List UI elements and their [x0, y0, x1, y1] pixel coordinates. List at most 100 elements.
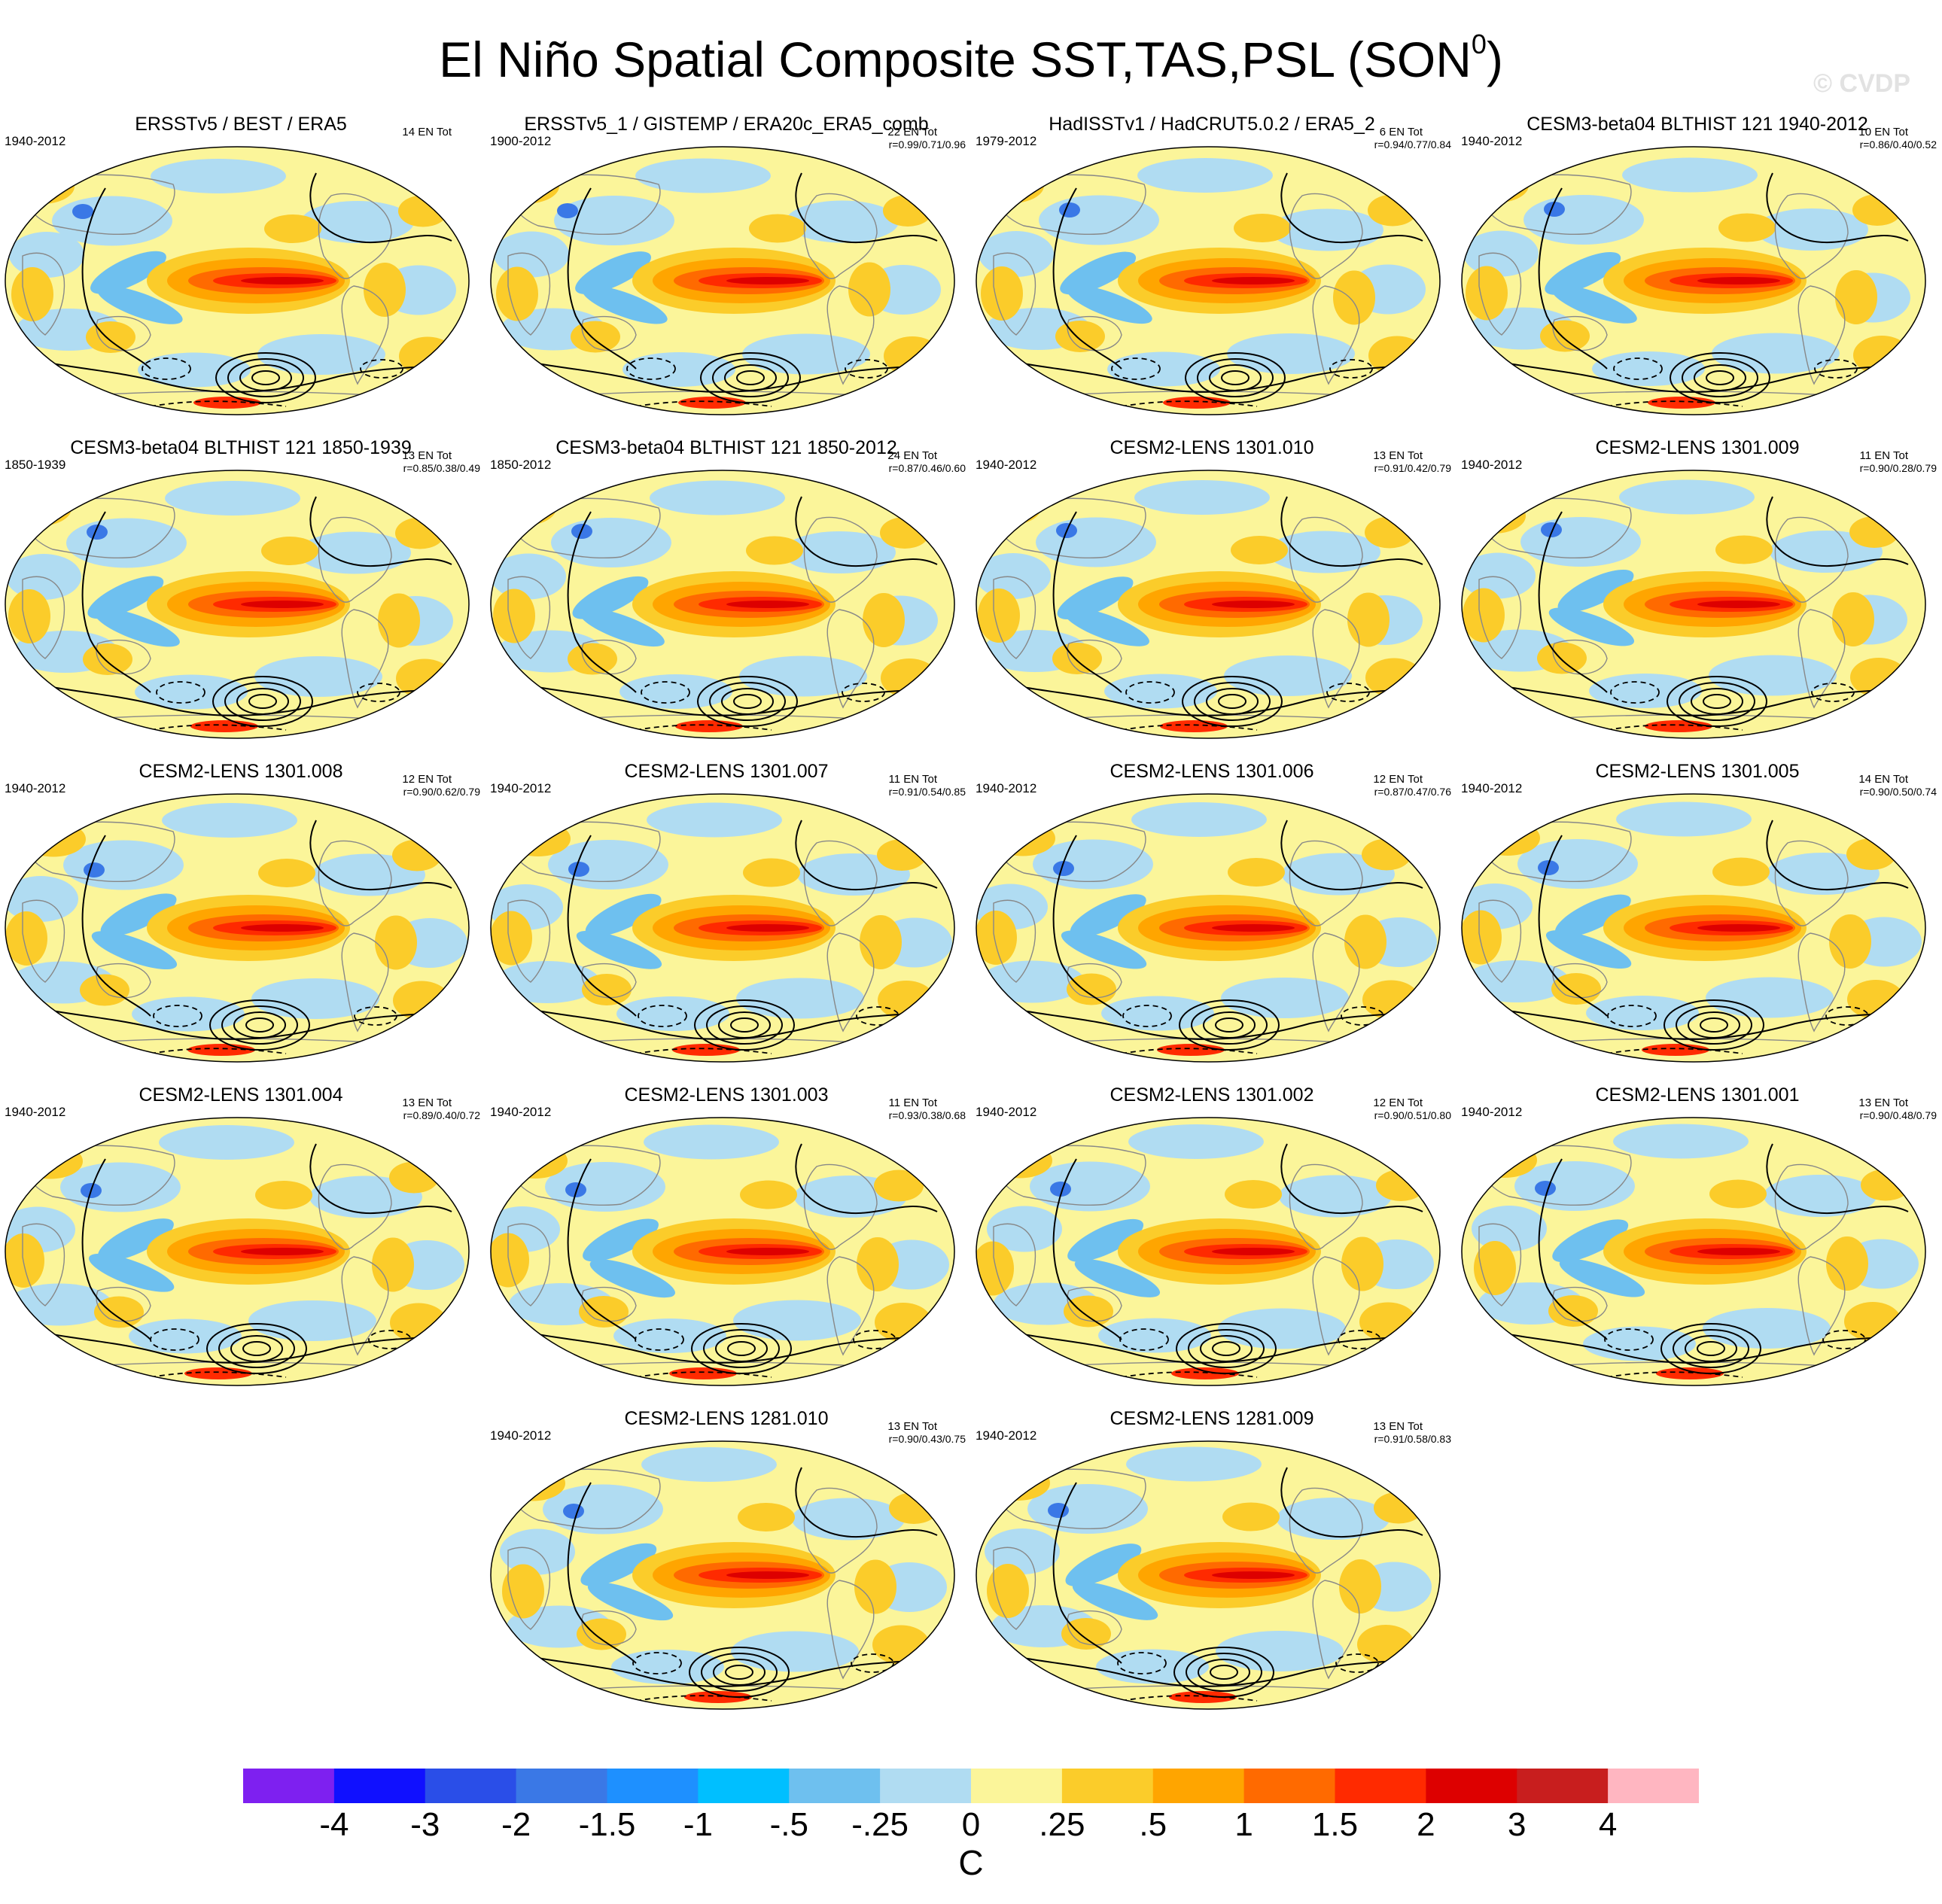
pressure-contour: [1052, 1482, 1122, 1664]
pressure-contour: [1206, 688, 1259, 715]
south-america-outline: [341, 285, 389, 385]
south-america-outline: [826, 285, 875, 385]
australia-outline: [96, 963, 151, 999]
cool-anomaly-region: [1036, 517, 1156, 567]
warm-anomaly-region: [389, 1161, 439, 1194]
sst-anomaly-map: [5, 1117, 470, 1386]
warm-anomaly-region: [495, 168, 559, 204]
cool-anomaly-core: [1048, 1503, 1069, 1518]
warm-anomaly-region: [5, 911, 47, 966]
cool-anomaly-region: [66, 518, 187, 568]
eurasia-outline: [993, 497, 1146, 559]
panel-years: 1940-2012: [1461, 134, 1523, 148]
pressure-contour-negative: [1606, 1371, 1743, 1378]
el-nino-tongue: [1697, 601, 1780, 608]
pressure-contour: [242, 1341, 271, 1356]
pressure-contour: [795, 820, 938, 891]
warm-anomaly-region: [976, 911, 1017, 965]
north-america-outline: [1774, 193, 1849, 279]
pressure-contour: [725, 1665, 753, 1680]
pressure-contour: [218, 1329, 295, 1368]
pressure-contour: [1198, 1659, 1250, 1686]
pressure-contour: [7, 1000, 469, 1040]
cool-anomaly-region: [60, 1162, 181, 1212]
south-america-outline: [1797, 1256, 1846, 1356]
pressure-contour: [795, 1143, 938, 1215]
australia-outline: [1552, 963, 1608, 999]
pressure-contour: [1766, 1143, 1909, 1215]
warm-anomaly-region: [375, 915, 417, 970]
colorbar-swatch: [425, 1769, 517, 1803]
australia-outline: [1067, 315, 1122, 351]
cool-anomaly-region: [1271, 208, 1383, 251]
africa-outline: [22, 1223, 65, 1306]
warm-anomaly-core: [1648, 397, 1715, 409]
cool-anomaly-region: [650, 480, 785, 516]
pressure-contour: [795, 172, 938, 244]
panel-pattern-correlation: r=0.90/0.28/0.79: [1859, 462, 1937, 474]
warm-anomaly-region: [1472, 1142, 1537, 1178]
south-america-outline: [1797, 932, 1846, 1033]
cool-anomaly-region: [1622, 157, 1758, 193]
south-america-outline: [826, 609, 875, 709]
panel-event-count: 11 EN Tot: [888, 773, 937, 786]
panel-years: 1940-2012: [1461, 1105, 1523, 1119]
pressure-contour-negative: [1111, 357, 1161, 380]
warm-anomaly-region: [991, 820, 1055, 856]
sst-anomaly-map: [1461, 793, 1926, 1063]
pressure-contour-negative: [1335, 1653, 1379, 1673]
warm-anomaly-region: [1463, 588, 1505, 643]
warm-anomaly-region: [1064, 1295, 1113, 1328]
warm-anomaly-region: [577, 1618, 626, 1650]
el-nino-tongue: [726, 277, 809, 284]
map-border: [490, 1440, 955, 1710]
pressure-contour: [251, 370, 280, 385]
colorbar-tick-label: -1: [683, 1806, 713, 1843]
panel-pattern-correlation: r=0.89/0.40/0.72: [403, 1109, 480, 1121]
warm-anomaly-region: [1718, 213, 1776, 242]
cool-anomaly-region: [733, 1300, 861, 1341]
eurasia-outline: [993, 174, 1146, 236]
warm-anomaly-region: [18, 1143, 83, 1179]
warm-anomaly-region: [1061, 1618, 1111, 1650]
warm-anomaly-region: [502, 1564, 544, 1619]
pressure-contour: [978, 1647, 1440, 1687]
cool-anomaly-region: [1126, 1446, 1262, 1482]
pressure-contour: [227, 358, 304, 397]
warm-anomaly-region: [976, 490, 1041, 525]
africa-outline: [993, 252, 1036, 336]
cool-anomaly-core: [1067, 1218, 1144, 1262]
warm-anomaly-region: [1344, 914, 1386, 969]
pressure-contour: [1676, 1005, 1752, 1045]
australia-outline: [1552, 639, 1608, 675]
sst-anomaly-map: [5, 470, 470, 739]
pressure-contour: [1194, 682, 1271, 721]
map-panel: CESM2-LENS 1301.005 1940-2012 14 EN Tot r=0…: [1456, 760, 1938, 1069]
figure-title: El Niño Spatial Composite SST,TAS,PSL (S…: [0, 17, 1942, 93]
map-border: [976, 146, 1441, 415]
warm-anomaly-region: [258, 859, 315, 887]
pressure-contour: [1706, 370, 1734, 385]
australia-outline: [96, 1286, 151, 1322]
warm-anomaly-region: [491, 911, 532, 966]
map-border: [1461, 1117, 1926, 1386]
cool-anomaly-region: [976, 553, 1051, 599]
pressure-contour: [1212, 1341, 1240, 1356]
cool-anomaly-region: [619, 674, 732, 709]
colorbar-tick-label: -1.5: [578, 1806, 636, 1843]
cool-anomaly-region: [1616, 801, 1752, 837]
panel-title: CESM2-LENS 1301.004: [138, 1084, 343, 1106]
warm-anomaly-region: [264, 214, 321, 243]
cool-anomaly-region: [129, 1319, 242, 1354]
eurasia-outline: [507, 174, 661, 236]
eurasia-outline: [507, 1468, 661, 1530]
warm-anomaly-core: [1163, 397, 1231, 409]
pressure-contour: [733, 694, 762, 709]
cool-anomaly-region: [1096, 1649, 1209, 1684]
warm-anomaly-region: [1222, 1502, 1280, 1531]
pressure-contour: [1682, 358, 1758, 397]
pressure-contour: [691, 1323, 792, 1374]
el-nino-tongue: [1697, 277, 1780, 284]
panel-event-count: 14 EN Tot: [402, 126, 452, 138]
africa-outline: [993, 1223, 1036, 1306]
